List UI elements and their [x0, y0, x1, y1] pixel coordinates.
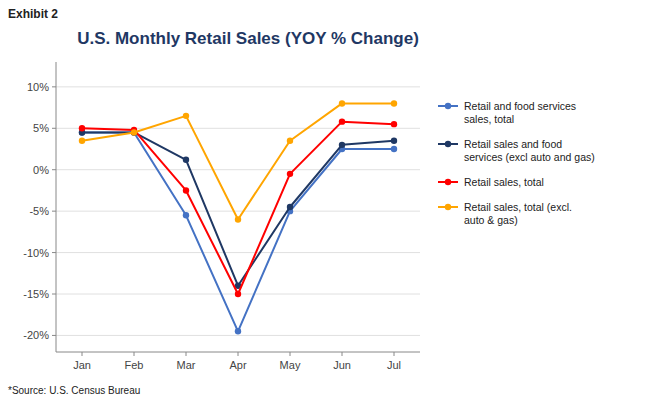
point — [183, 212, 189, 218]
series-line — [82, 103, 394, 219]
point — [79, 125, 85, 131]
x-tick-label: Apr — [229, 359, 246, 371]
point — [235, 216, 241, 222]
x-tick — [82, 352, 83, 356]
x-tick — [290, 352, 291, 356]
x-tick-label: Mar — [177, 359, 196, 371]
point — [131, 129, 137, 135]
point — [391, 121, 397, 127]
y-tick — [52, 128, 56, 129]
point — [235, 328, 241, 334]
y-tick — [52, 335, 56, 336]
point — [391, 146, 397, 152]
x-tick-label: Jun — [333, 359, 351, 371]
point — [183, 113, 189, 119]
grid-line — [56, 252, 420, 253]
point — [287, 138, 293, 144]
grid-line — [56, 211, 420, 212]
grid-line — [56, 86, 420, 87]
title: U.S. Monthly Retail Sales (YOY % Change) — [77, 29, 419, 48]
y-tick — [52, 252, 56, 253]
point — [339, 142, 345, 148]
point — [235, 291, 241, 297]
y-tick — [52, 169, 56, 170]
y-tick-label: 0% — [33, 164, 49, 176]
y-tick — [52, 211, 56, 212]
point — [339, 100, 345, 106]
x-tick-label: Jan — [73, 359, 91, 371]
point — [183, 187, 189, 193]
point — [79, 138, 85, 144]
point — [339, 118, 345, 124]
grid-line — [56, 335, 420, 336]
source-label: *Source: U.S. Census Bureau — [8, 385, 140, 396]
x-tick-label: Feb — [125, 359, 144, 371]
x-tick — [186, 352, 187, 356]
legend-label: Retail and food servicessales, total — [464, 100, 576, 125]
grid-line — [56, 169, 420, 170]
y-tick — [52, 294, 56, 295]
point — [287, 171, 293, 177]
x-tick — [134, 352, 135, 356]
series-line — [82, 132, 394, 331]
point — [391, 138, 397, 144]
y-tick-label: 5% — [33, 122, 49, 134]
point — [183, 157, 189, 163]
x-tick — [342, 352, 343, 356]
x-tick-label: May — [280, 359, 301, 371]
grid — [52, 87, 420, 336]
point — [131, 129, 137, 135]
legend-label: Retail sales, total (excl.auto & gas) — [464, 201, 572, 226]
legend-marker — [445, 204, 451, 210]
x-tick — [238, 352, 239, 356]
point — [131, 129, 137, 135]
y-tick-label: -5% — [29, 205, 49, 217]
y-axis-line — [56, 62, 57, 352]
series-line — [82, 122, 394, 294]
legend-label: Retail sales, total — [464, 176, 544, 188]
legend-marker — [445, 103, 451, 109]
exhibit-label: Exhibit 2 — [8, 7, 58, 21]
x-tick-label: Jul — [387, 359, 401, 371]
y-tick-label: 10% — [27, 81, 49, 93]
x-tick — [394, 352, 395, 356]
legend-label: Retail sales and foodservices (excl auto… — [464, 138, 595, 163]
y-tick-label: -15% — [23, 288, 49, 300]
series-line — [82, 132, 394, 285]
series-group — [79, 100, 397, 334]
y-tick-label: -20% — [23, 329, 49, 341]
point — [287, 204, 293, 210]
legend: Retail and food servicessales, total Reta… — [438, 100, 595, 226]
legend-marker — [445, 179, 451, 185]
y-tick-label: -10% — [23, 247, 49, 259]
point — [391, 100, 397, 106]
legend-marker — [445, 141, 451, 147]
y-tick — [52, 86, 56, 87]
chart: Exhibit 2 *Source: U.S. Census Bureau U.S.… — [0, 0, 650, 400]
